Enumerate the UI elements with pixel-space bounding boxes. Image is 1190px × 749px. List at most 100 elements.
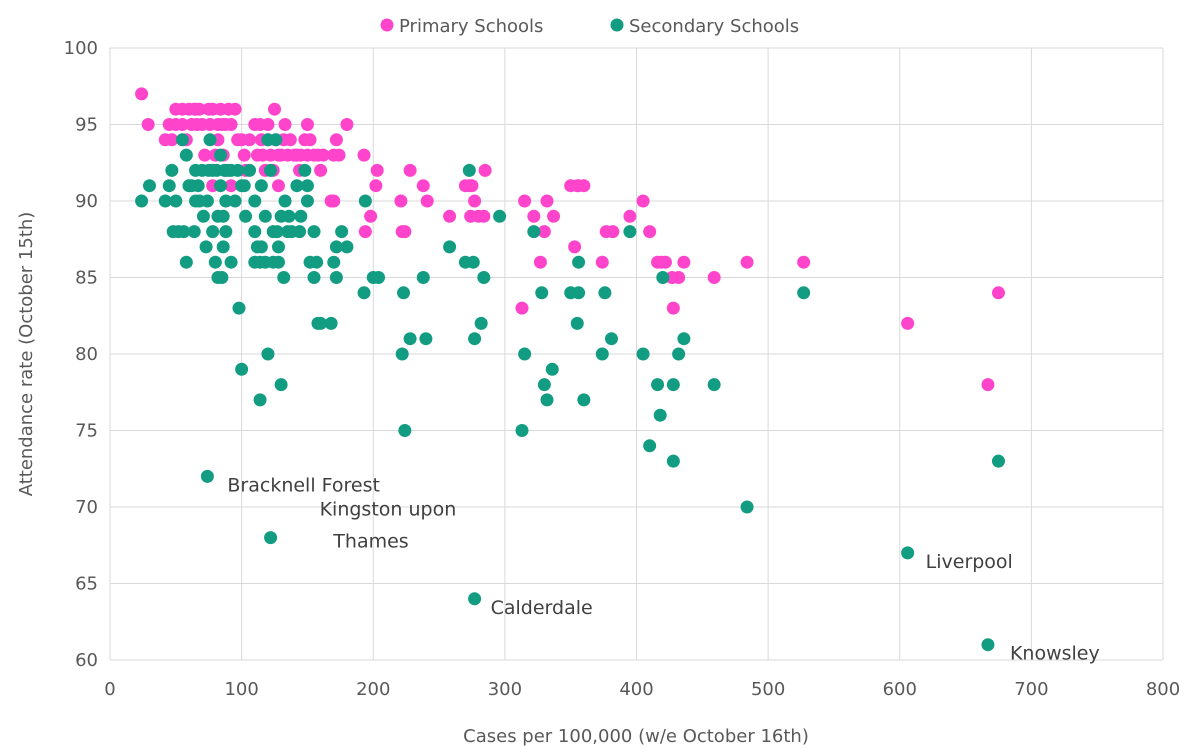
data-point bbox=[158, 194, 172, 208]
y-axis-title: Attendance rate (October 15th) bbox=[16, 212, 37, 497]
data-point bbox=[707, 378, 721, 392]
data-point bbox=[623, 209, 637, 223]
data-point bbox=[658, 255, 672, 269]
data-point bbox=[179, 148, 193, 162]
data-point bbox=[214, 148, 228, 162]
y-tick-label: 65 bbox=[75, 574, 98, 595]
data-point bbox=[300, 194, 314, 208]
data-point bbox=[175, 118, 189, 131]
data-point bbox=[981, 638, 995, 652]
data-point bbox=[651, 378, 665, 392]
data-point bbox=[200, 469, 214, 483]
y-tick-label: 85 bbox=[75, 268, 98, 289]
data-point bbox=[329, 133, 343, 147]
data-point bbox=[216, 209, 230, 223]
data-point bbox=[468, 332, 482, 346]
data-point bbox=[165, 163, 179, 177]
data-point bbox=[740, 255, 754, 269]
data-point bbox=[372, 271, 386, 284]
data-point bbox=[340, 240, 354, 254]
data-point bbox=[595, 255, 609, 269]
data-point bbox=[254, 240, 268, 254]
x-tick-label: 100 bbox=[224, 679, 258, 700]
y-tick-label: 95 bbox=[75, 115, 98, 136]
series-primary bbox=[135, 87, 1005, 392]
annotation-label: Thames bbox=[332, 531, 408, 553]
data-point bbox=[327, 194, 341, 208]
data-point bbox=[135, 194, 149, 208]
legend: Primary Schools Secondary Schools bbox=[380, 16, 799, 37]
data-point bbox=[515, 424, 529, 437]
data-point bbox=[269, 133, 283, 147]
annotation-label: Calderdale bbox=[491, 597, 593, 619]
data-point bbox=[677, 332, 691, 346]
data-point bbox=[370, 163, 384, 177]
data-point bbox=[141, 118, 155, 131]
data-points bbox=[135, 87, 1005, 652]
data-point bbox=[598, 286, 612, 300]
data-point bbox=[666, 454, 680, 468]
data-point bbox=[604, 332, 618, 346]
data-point bbox=[653, 408, 667, 422]
data-point bbox=[335, 225, 349, 239]
data-point bbox=[248, 225, 262, 239]
data-point bbox=[358, 225, 372, 239]
data-point bbox=[643, 225, 657, 239]
data-point bbox=[357, 286, 371, 300]
data-point bbox=[314, 163, 328, 177]
data-point bbox=[540, 393, 554, 407]
data-point bbox=[294, 209, 308, 223]
series-secondary bbox=[135, 133, 1005, 652]
data-point bbox=[203, 133, 217, 147]
data-point bbox=[224, 118, 238, 131]
data-point bbox=[261, 118, 275, 131]
data-point bbox=[206, 225, 220, 239]
x-tick-label: 800 bbox=[1146, 679, 1180, 700]
data-point bbox=[527, 209, 541, 223]
x-axis-title: Cases per 100,000 (w/e October 16th) bbox=[463, 726, 809, 747]
data-point bbox=[165, 133, 179, 147]
data-point bbox=[329, 240, 343, 254]
data-point bbox=[303, 133, 317, 147]
data-point bbox=[357, 148, 371, 162]
data-point bbox=[215, 271, 229, 284]
x-tick-label: 400 bbox=[619, 679, 653, 700]
data-point bbox=[271, 179, 285, 193]
data-point bbox=[672, 271, 686, 284]
data-point bbox=[394, 194, 408, 208]
x-tick-label: 600 bbox=[883, 679, 917, 700]
data-point bbox=[518, 347, 532, 361]
data-point bbox=[216, 240, 230, 254]
data-point bbox=[403, 332, 417, 346]
data-point bbox=[258, 209, 272, 223]
data-point bbox=[477, 209, 491, 223]
data-point bbox=[298, 163, 312, 177]
data-point bbox=[416, 179, 430, 193]
data-point bbox=[577, 179, 591, 193]
data-point bbox=[656, 271, 670, 284]
data-point bbox=[797, 255, 811, 269]
data-point bbox=[187, 225, 201, 239]
y-tick-label: 70 bbox=[75, 497, 98, 518]
data-point bbox=[397, 286, 411, 300]
data-point bbox=[340, 118, 354, 131]
data-point bbox=[443, 209, 457, 223]
data-point bbox=[672, 347, 686, 361]
data-point bbox=[535, 286, 549, 300]
data-point bbox=[666, 301, 680, 315]
data-point bbox=[278, 194, 292, 208]
data-point bbox=[332, 148, 346, 162]
data-point bbox=[228, 194, 242, 208]
data-point bbox=[282, 209, 296, 223]
data-point bbox=[577, 393, 591, 407]
data-point bbox=[268, 102, 282, 116]
data-point bbox=[307, 271, 321, 284]
data-point bbox=[283, 133, 297, 147]
y-tick-label: 60 bbox=[75, 650, 98, 671]
data-point bbox=[568, 240, 582, 254]
data-point bbox=[901, 546, 915, 560]
data-point bbox=[329, 271, 343, 284]
data-point bbox=[219, 225, 233, 239]
data-point bbox=[193, 102, 207, 116]
data-point bbox=[981, 378, 995, 392]
